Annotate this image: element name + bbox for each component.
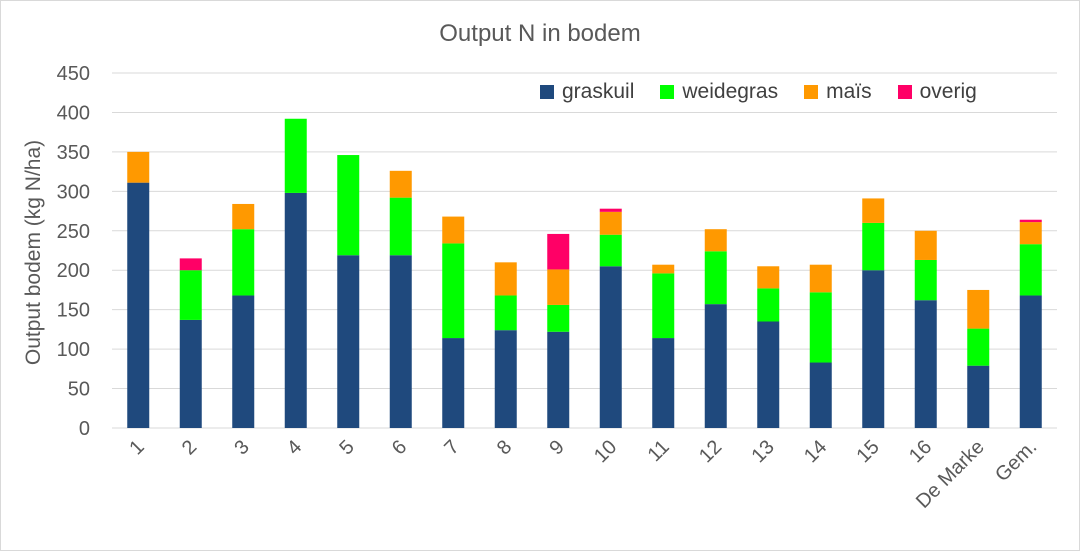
y-tick-label: 150 xyxy=(57,300,90,322)
bar-graskuil-15 xyxy=(862,270,885,428)
bar-weidegras-15 xyxy=(862,222,885,271)
x-tick-label: 5 xyxy=(335,436,358,459)
bar-ma-s-18 xyxy=(1019,222,1042,245)
bar-ma-s-12 xyxy=(704,229,727,252)
x-tick-label: 1 xyxy=(125,436,148,459)
bar-ma-s-15 xyxy=(862,198,885,223)
bar-ma-s-1 xyxy=(127,151,150,183)
bar-graskuil-18 xyxy=(1019,295,1042,428)
y-tick-label: 450 xyxy=(57,63,90,85)
bar-graskuil-6 xyxy=(389,255,412,428)
x-tick-label: 15 xyxy=(852,436,883,467)
bar-ma-s-11 xyxy=(652,264,675,274)
legend-item: maïs xyxy=(804,80,872,104)
bar-graskuil-11 xyxy=(652,338,675,428)
bar-graskuil-3 xyxy=(232,295,255,428)
bar-graskuil-9 xyxy=(547,331,570,428)
bar-weidegras-16 xyxy=(914,259,937,301)
bar-weidegras-13 xyxy=(757,288,780,322)
bar-weidegras-14 xyxy=(809,292,832,363)
y-tick-label: 300 xyxy=(57,181,90,203)
legend-item: overig xyxy=(897,80,977,104)
y-tick-label: 350 xyxy=(57,142,90,164)
y-tick-label: 100 xyxy=(57,339,90,361)
bar-weidegras-12 xyxy=(704,251,727,305)
bar-weidegras-17 xyxy=(967,328,990,366)
bar-graskuil-14 xyxy=(809,362,832,428)
legend-swatch xyxy=(540,85,554,99)
y-tick-label: 200 xyxy=(57,260,90,282)
legend-item: graskuil xyxy=(540,80,634,104)
chart-title: Output N in bodem xyxy=(439,20,641,47)
bar-overig-2 xyxy=(179,258,202,271)
legend-swatch xyxy=(804,85,819,99)
bar-graskuil-8 xyxy=(494,330,517,428)
legend-item: weidegras xyxy=(660,80,778,104)
x-tick-label: 12 xyxy=(695,436,726,467)
bar-graskuil-10 xyxy=(599,266,622,428)
bar-weidegras-7 xyxy=(442,243,465,339)
bar-graskuil-4 xyxy=(284,192,307,428)
y-axis-label: Output bodem (kg N/ha) xyxy=(22,140,45,365)
x-tick-label: 4 xyxy=(283,436,306,459)
bar-overig-10 xyxy=(599,208,622,212)
bar-graskuil-1 xyxy=(127,182,150,428)
bar-weidegras-3 xyxy=(232,229,255,296)
bar-ma-s-8 xyxy=(494,262,517,296)
bar-overig-9 xyxy=(547,233,570,270)
bar-ma-s-17 xyxy=(967,289,990,329)
x-tick-label: Gem. xyxy=(991,436,1041,486)
x-tick-label: 3 xyxy=(230,436,253,459)
x-tick-label: 14 xyxy=(800,436,831,467)
bar-ma-s-10 xyxy=(599,211,622,235)
legend-label: overig xyxy=(919,80,977,103)
bar-ma-s-3 xyxy=(232,203,255,230)
legend-label: graskuil xyxy=(562,80,635,103)
bar-graskuil-17 xyxy=(967,365,990,428)
x-tick-label: 11 xyxy=(644,436,674,466)
x-tick-label: 2 xyxy=(178,436,201,459)
bar-weidegras-4 xyxy=(284,118,307,193)
bar-graskuil-13 xyxy=(757,321,780,428)
bar-graskuil-7 xyxy=(442,338,465,428)
bar-graskuil-12 xyxy=(704,304,727,428)
bar-graskuil-5 xyxy=(337,255,360,428)
bar-weidegras-5 xyxy=(337,155,360,256)
x-tick-label: 10 xyxy=(590,436,621,467)
x-tick-label: 8 xyxy=(493,436,516,459)
y-tick-label: 250 xyxy=(57,221,90,243)
x-tick-label: 9 xyxy=(545,436,568,459)
bar-ma-s-14 xyxy=(809,264,832,293)
bar-weidegras-8 xyxy=(494,295,517,331)
bar-weidegras-2 xyxy=(179,270,202,320)
bar-graskuil-16 xyxy=(914,300,937,428)
y-tick-label: 50 xyxy=(68,379,90,401)
bar-weidegras-6 xyxy=(389,197,412,256)
bar-weidegras-11 xyxy=(652,273,675,339)
bar-overig-18 xyxy=(1019,219,1042,223)
bar-ma-s-13 xyxy=(757,266,780,289)
legend-label: weidegras xyxy=(682,80,779,103)
x-tick-label: 16 xyxy=(905,436,936,467)
x-tick-label: 13 xyxy=(747,436,778,467)
bar-ma-s-16 xyxy=(914,230,937,260)
x-tick-label: 7 xyxy=(440,436,463,459)
bar-graskuil-2 xyxy=(179,319,202,428)
legend: graskuil weidegras maïs overig xyxy=(540,80,977,104)
legend-swatch xyxy=(660,85,675,99)
y-tick-label: 400 xyxy=(57,102,90,124)
bar-weidegras-9 xyxy=(547,304,570,332)
legend-label: maïs xyxy=(826,80,872,103)
bar-ma-s-7 xyxy=(442,216,465,244)
bar-weidegras-10 xyxy=(599,234,622,267)
y-tick-label: 0 xyxy=(79,418,90,440)
bar-weidegras-18 xyxy=(1019,244,1042,296)
bar-ma-s-9 xyxy=(547,269,570,305)
x-tick-label: 6 xyxy=(388,436,411,459)
legend-swatch xyxy=(897,85,912,99)
bar-ma-s-6 xyxy=(389,170,412,198)
